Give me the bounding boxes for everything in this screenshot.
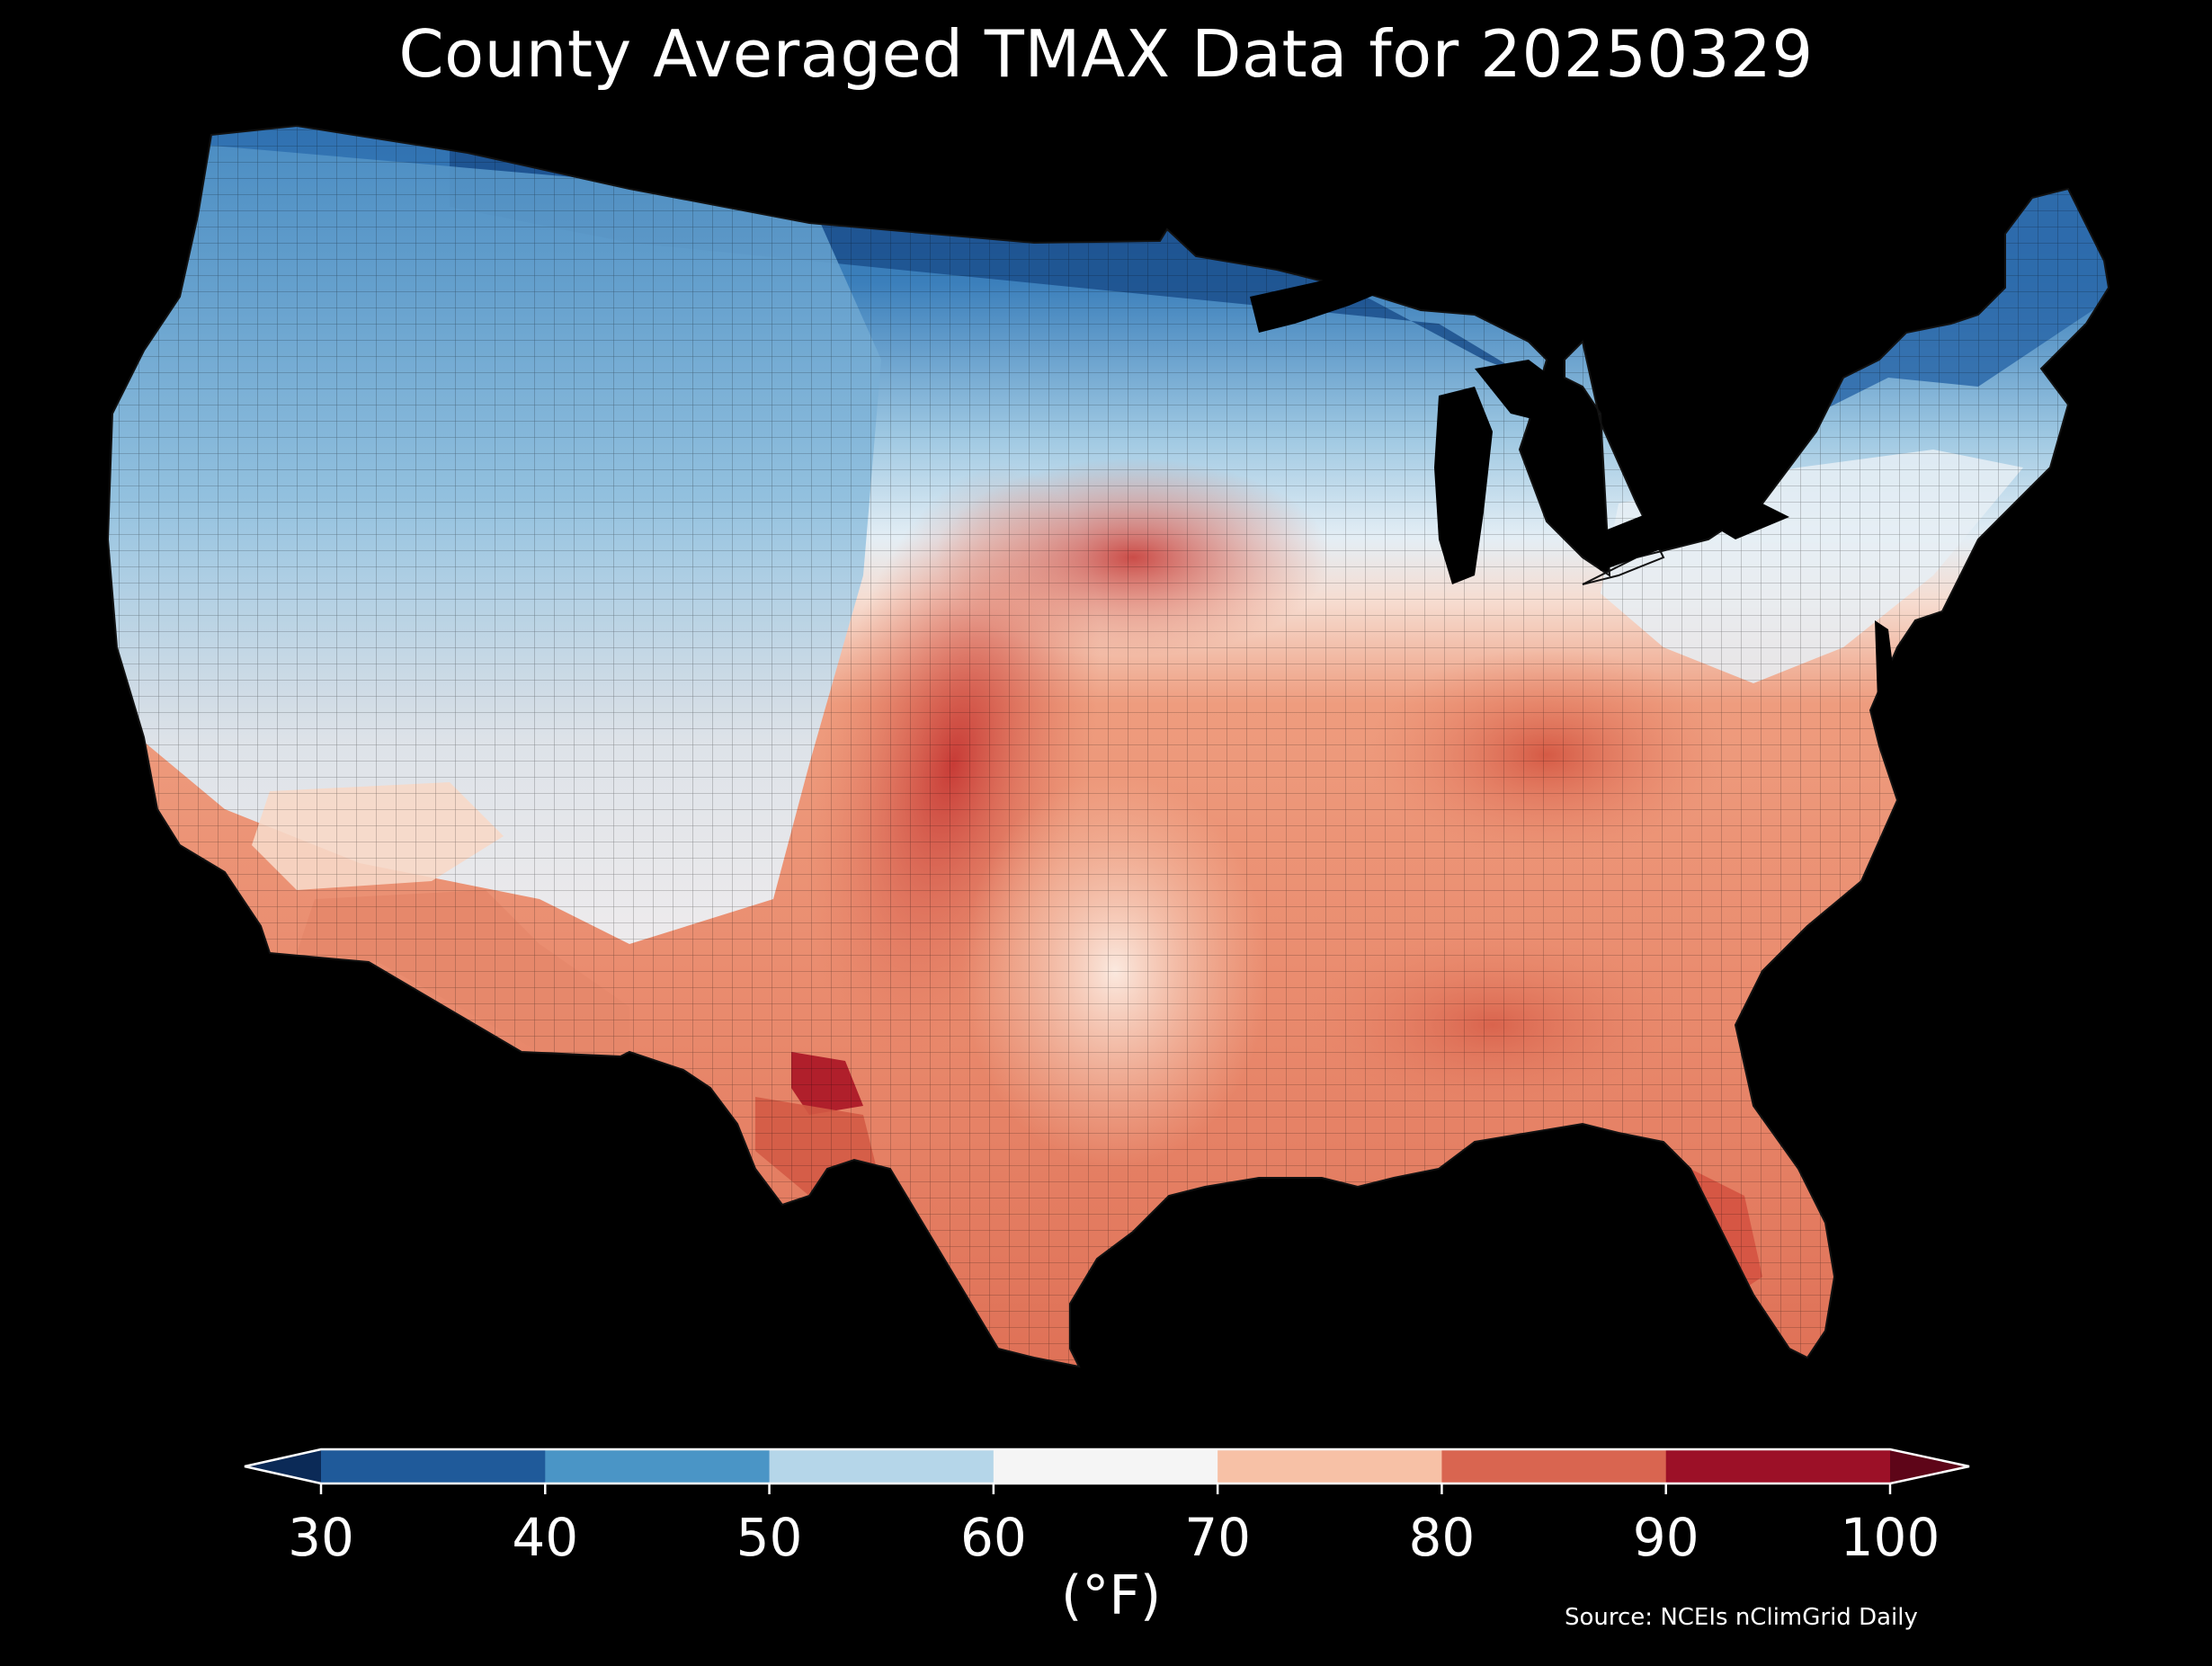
colorbar-tick-label: 80 [1408, 1507, 1476, 1568]
colorbar-bin [321, 1449, 546, 1483]
colorbar-tick-label: 60 [959, 1507, 1027, 1568]
colorbar-extend-high [1890, 1449, 1969, 1483]
colorbar-extend-low [245, 1449, 321, 1483]
source-credit: Source: NCEIs nClimGrid Daily [1565, 1604, 1918, 1631]
colorbar-bin [769, 1449, 995, 1483]
colorbar-tick-label: 90 [1632, 1507, 1699, 1568]
great-lakes [1250, 270, 1789, 584]
colorbar-bin [545, 1449, 771, 1483]
colorbar-tick-label: 70 [1184, 1507, 1252, 1568]
colorbar-tick-label: 100 [1840, 1507, 1940, 1568]
colorbar-tick-label: 30 [288, 1507, 354, 1568]
colorbar-bin [993, 1449, 1218, 1483]
map-title: County Averaged TMAX Data for 20250329 [398, 16, 1814, 92]
colorbar-bin [1217, 1449, 1442, 1483]
colorbar-tick-label: 40 [512, 1507, 579, 1568]
colorbar-tick-label: 50 [736, 1507, 803, 1568]
colorbar-unit-label: (°F) [1061, 1564, 1162, 1627]
colorbar-bin [1441, 1449, 1667, 1483]
colorbar-bin [1665, 1449, 1891, 1483]
